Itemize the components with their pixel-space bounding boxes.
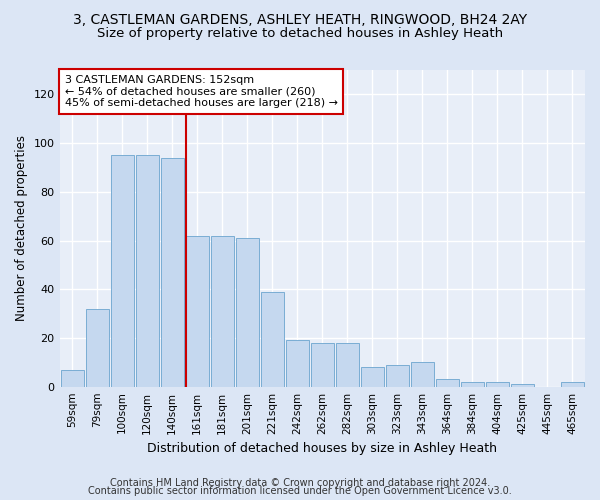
Bar [261,292,284,386]
Bar [561,382,584,386]
Text: Size of property relative to detached houses in Ashley Heath: Size of property relative to detached ho… [97,28,503,40]
Bar [436,380,459,386]
Bar [211,236,233,386]
Bar [511,384,534,386]
Bar [311,343,334,386]
Bar [161,158,184,386]
Bar [361,367,384,386]
Bar [386,365,409,386]
Bar [185,236,209,386]
Bar [336,343,359,386]
Text: Contains public sector information licensed under the Open Government Licence v3: Contains public sector information licen… [88,486,512,496]
X-axis label: Distribution of detached houses by size in Ashley Heath: Distribution of detached houses by size … [147,442,497,455]
Bar [411,362,434,386]
Bar [461,382,484,386]
Text: 3 CASTLEMAN GARDENS: 152sqm
← 54% of detached houses are smaller (260)
45% of se: 3 CASTLEMAN GARDENS: 152sqm ← 54% of det… [65,75,338,108]
Bar [236,238,259,386]
Bar [86,308,109,386]
Bar [286,340,309,386]
Text: 3, CASTLEMAN GARDENS, ASHLEY HEATH, RINGWOOD, BH24 2AY: 3, CASTLEMAN GARDENS, ASHLEY HEATH, RING… [73,12,527,26]
Text: Contains HM Land Registry data © Crown copyright and database right 2024.: Contains HM Land Registry data © Crown c… [110,478,490,488]
Bar [136,156,158,386]
Bar [110,156,134,386]
Bar [61,370,83,386]
Bar [486,382,509,386]
Y-axis label: Number of detached properties: Number of detached properties [15,136,28,322]
